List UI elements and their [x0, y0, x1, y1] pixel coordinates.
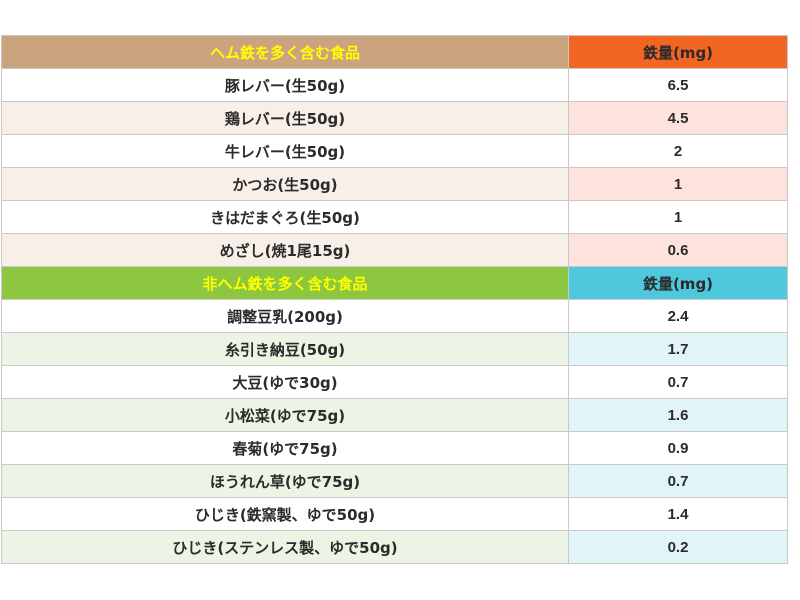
food-name: ひじき(鉄窯製、ゆで50g) — [1, 497, 569, 531]
table-row: 牛レバー(生50g) 2 — [1, 134, 788, 168]
table-row: 調整豆乳(200g) 2.4 — [1, 299, 788, 333]
food-name: ほうれん草(ゆで75g) — [1, 464, 569, 498]
table-row: 大豆(ゆで30g) 0.7 — [1, 365, 788, 399]
iron-value: 0.2 — [568, 530, 788, 564]
food-name: 牛レバー(生50g) — [1, 134, 569, 168]
heme-header-row: ヘム鉄を多く含む食品 鉄量(mg) — [1, 35, 788, 69]
iron-value: 1.6 — [568, 398, 788, 432]
food-name: かつお(生50g) — [1, 167, 569, 201]
iron-value: 6.5 — [568, 68, 788, 102]
heme-header-value: 鉄量(mg) — [568, 35, 788, 69]
heme-header-name: ヘム鉄を多く含む食品 — [1, 35, 569, 69]
nonheme-header-row: 非ヘム鉄を多く含む食品 鉄量(mg) — [1, 266, 788, 300]
table-row: 糸引き納豆(50g) 1.7 — [1, 332, 788, 366]
iron-value: 1 — [568, 167, 788, 201]
food-name: 鶏レバー(生50g) — [1, 101, 569, 135]
food-name: きはだまぐろ(生50g) — [1, 200, 569, 234]
iron-value: 2 — [568, 134, 788, 168]
iron-value: 0.7 — [568, 365, 788, 399]
table-row: 小松菜(ゆで75g) 1.6 — [1, 398, 788, 432]
iron-value: 0.6 — [568, 233, 788, 267]
food-name: 大豆(ゆで30g) — [1, 365, 569, 399]
iron-value: 4.5 — [568, 101, 788, 135]
food-name: ひじき(ステンレス製、ゆで50g) — [1, 530, 569, 564]
food-name: 糸引き納豆(50g) — [1, 332, 569, 366]
food-name: 小松菜(ゆで75g) — [1, 398, 569, 432]
iron-value: 0.9 — [568, 431, 788, 465]
iron-value: 1.4 — [568, 497, 788, 531]
iron-value: 0.7 — [568, 464, 788, 498]
table-row: かつお(生50g) 1 — [1, 167, 788, 201]
iron-value: 1 — [568, 200, 788, 234]
food-name: 調整豆乳(200g) — [1, 299, 569, 333]
table-row: 春菊(ゆで75g) 0.9 — [1, 431, 788, 465]
table-row: 鶏レバー(生50g) 4.5 — [1, 101, 788, 135]
iron-value: 2.4 — [568, 299, 788, 333]
table-row: 豚レバー(生50g) 6.5 — [1, 68, 788, 102]
food-name: 春菊(ゆで75g) — [1, 431, 569, 465]
table-row: ほうれん草(ゆで75g) 0.7 — [1, 464, 788, 498]
table-row: ひじき(鉄窯製、ゆで50g) 1.4 — [1, 497, 788, 531]
table-row: きはだまぐろ(生50g) 1 — [1, 200, 788, 234]
food-name: 豚レバー(生50g) — [1, 68, 569, 102]
table-row: ひじき(ステンレス製、ゆで50g) 0.2 — [1, 530, 788, 564]
nonheme-header-value: 鉄量(mg) — [568, 266, 788, 300]
iron-content-table: ヘム鉄を多く含む食品 鉄量(mg) 豚レバー(生50g) 6.5 鶏レバー(生5… — [1, 35, 788, 564]
table-row: めざし(焼1尾15g) 0.6 — [1, 233, 788, 267]
food-name: めざし(焼1尾15g) — [1, 233, 569, 267]
nonheme-header-name: 非ヘム鉄を多く含む食品 — [1, 266, 569, 300]
iron-value: 1.7 — [568, 332, 788, 366]
